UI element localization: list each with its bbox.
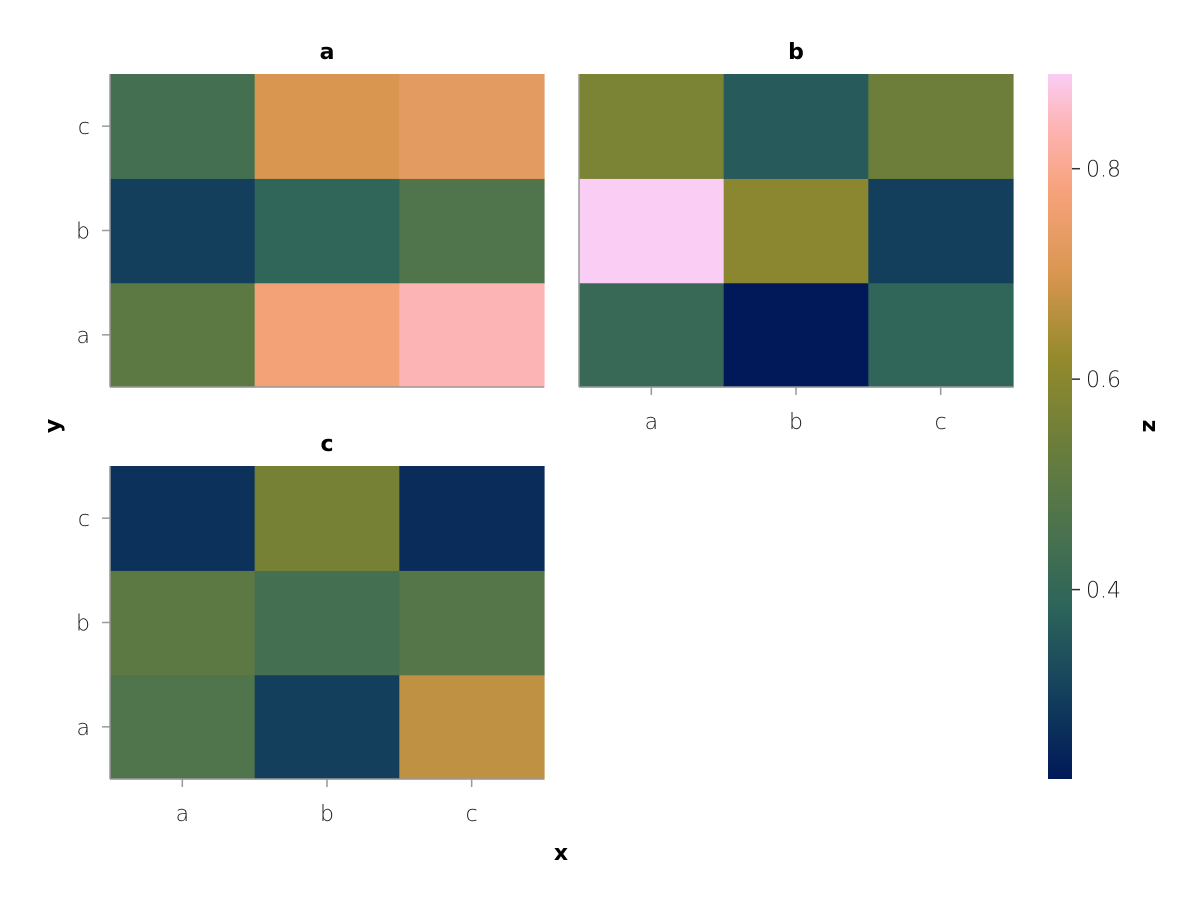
heatmap-cell-a-bb [254, 178, 400, 284]
colorbar [1048, 74, 1072, 779]
colorbar-label: z [1137, 420, 1162, 433]
heatmap-cell-b-bb [723, 178, 869, 284]
heatmap-cell-c-ca [399, 674, 545, 780]
heatmap-cell-c-aa [110, 674, 256, 780]
heatmap-cell-a-cc [399, 74, 545, 179]
x-tick-label: b [789, 410, 803, 435]
heatmap-cell-c-bc [254, 466, 400, 571]
x-axis-label: x [554, 841, 568, 866]
x-tick-label: a [176, 802, 189, 827]
heatmap-cell-a-aa [110, 282, 256, 388]
colorbar-tick-label: 0.6 [1086, 368, 1121, 393]
heatmap-cell-a-ba [254, 282, 400, 388]
heatmap-cell-c-ba [254, 674, 400, 780]
heatmap-cell-b-ac [579, 74, 725, 179]
y-tick-label: b [76, 220, 90, 245]
colorbar-tick-label: 0.8 [1086, 158, 1121, 183]
heatmap-cell-c-ab [110, 570, 256, 676]
y-tick-label: a [77, 716, 90, 741]
heatmap-cell-a-ac [110, 74, 256, 179]
y-axis-label: y [41, 419, 66, 433]
heatmap-cell-a-bc [254, 74, 400, 179]
panel-title: c [320, 432, 333, 457]
heatmap-cell-c-bb [254, 570, 400, 676]
colorbar-tick-label: 0.4 [1086, 579, 1121, 604]
panel-title: a [320, 40, 335, 65]
heatmap-cell-c-cc [399, 466, 545, 571]
x-tick-label: a [645, 410, 658, 435]
heatmap-cell-b-ca [868, 282, 1014, 388]
y-tick-label: a [77, 324, 90, 349]
heatmap-cell-b-aa [579, 282, 725, 388]
heatmap-cell-b-ba [723, 282, 869, 388]
x-tick-label: b [320, 802, 334, 827]
y-tick-label: b [76, 612, 90, 637]
y-tick-label: c [78, 507, 90, 532]
heatmap-cell-c-ac [110, 466, 256, 571]
y-tick-label: c [78, 115, 90, 140]
heatmap-cell-c-cb [399, 570, 545, 676]
heatmap-cell-b-ab [579, 178, 725, 284]
heatmap-cell-a-cb [399, 178, 545, 284]
heatmap-cell-a-ab [110, 178, 256, 284]
heatmap-cell-b-cb [868, 178, 1014, 284]
x-tick-label: c [935, 410, 947, 435]
heatmap-cell-b-bc [723, 74, 869, 179]
heatmap-cell-a-ca [399, 282, 545, 388]
panel-title: b [788, 40, 804, 65]
x-tick-label: c [466, 802, 478, 827]
heatmap-cell-b-cc [868, 74, 1014, 179]
